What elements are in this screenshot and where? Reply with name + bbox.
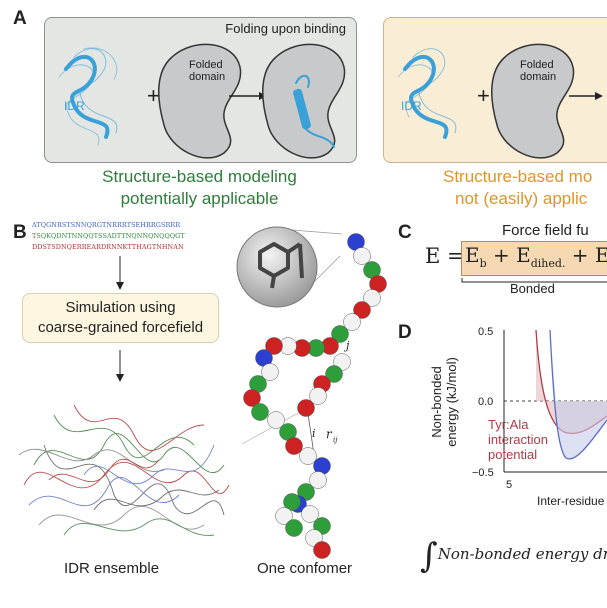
bead	[265, 337, 283, 355]
bead	[353, 301, 371, 319]
series-blue-curve	[549, 329, 607, 460]
rij-label: r	[326, 427, 333, 441]
bead	[299, 447, 317, 465]
bead	[261, 363, 279, 381]
panel-letter-a: A	[13, 8, 27, 29]
bead	[267, 411, 285, 429]
y-tick-0: 0.5	[478, 326, 493, 338]
bead	[243, 389, 261, 407]
magnified-sidechain-icon	[236, 226, 318, 308]
sequence-line-2: TSQKQDNTNNQQTSSADTTNQNNQNQQQGT	[32, 232, 185, 240]
y-tick-2: −0.5	[472, 467, 494, 479]
down-arrow-2-icon	[116, 350, 124, 382]
nonbonded-energy-chart: 0.5 0.0 −0.5 5	[472, 326, 607, 491]
bead	[285, 519, 303, 537]
folded-domain-icon	[158, 43, 242, 159]
x-axis-label: Inter-residue	[537, 494, 605, 508]
simulation-box: Simulation using coarse-grained forcefie…	[22, 293, 219, 343]
sequence-line-3: DDSTSDNQERREARDRNNKTTHAGTNHNAN	[32, 243, 184, 251]
sequence-line-1: ATQGNRSTSNNQRGTNRRRTSEHRRGSRRR	[32, 221, 181, 229]
i-label: i	[312, 427, 316, 440]
integral-expression: ∫Non-bonded energy drij =	[420, 528, 607, 576]
tyrosine-ring-icon	[258, 242, 304, 289]
panel-letter-c: C	[398, 222, 412, 243]
bead	[313, 541, 331, 559]
idr-squiggle-icon	[58, 47, 118, 146]
panel-a-illustration: IDR + Folded domain	[58, 43, 346, 159]
idr-squiggle-2-icon	[397, 48, 457, 139]
panel-a2-illustration: IDR + Folded domain	[397, 43, 603, 159]
energy-symbol: E =	[425, 244, 465, 268]
bonded-bracket-icon	[461, 278, 607, 283]
panel-letter-d: D	[398, 322, 412, 343]
term-eb: E	[465, 243, 480, 267]
one-conformer-label: One confomer	[257, 560, 353, 577]
conformer-image: r ij j i	[236, 226, 387, 559]
caption-not-applicable-line2: not (easily) applic	[455, 189, 588, 208]
bead-chain	[243, 233, 387, 559]
bead	[301, 505, 319, 523]
term-eang: E	[594, 243, 607, 267]
y-tick-1: 0.0	[478, 396, 493, 408]
down-arrow-1-icon	[116, 256, 124, 290]
bead	[363, 289, 381, 307]
idr-ensemble-label: IDR ensemble	[64, 560, 160, 577]
panel-letter-b: B	[13, 222, 27, 243]
interaction-annotation: Tyr:Ala interaction potential	[488, 417, 548, 462]
equation-terms: Eb + Edihed. + Ean	[465, 243, 607, 270]
annot-line1: Tyr:Ala	[488, 417, 529, 432]
idr-ensemble-image	[18, 404, 230, 536]
folded-domain-2-icon	[491, 43, 575, 159]
ylabel-line1: Non-bonded	[429, 366, 444, 438]
annot-line3: potential	[488, 447, 538, 462]
bead	[251, 403, 269, 421]
bead	[325, 365, 343, 383]
bonded-terms-box	[461, 241, 607, 276]
bead	[309, 471, 327, 489]
folded-label-1: Folded	[189, 59, 223, 71]
plus-sign-2: +	[477, 83, 490, 108]
arrow-head-2-icon	[595, 92, 603, 100]
box-title: Folding upon binding	[225, 21, 346, 36]
bead	[275, 507, 293, 525]
bead	[297, 399, 315, 417]
folded-2-label-2: domain	[520, 71, 556, 83]
force-field-title: Force field fu	[502, 222, 589, 239]
bead	[283, 493, 301, 511]
annot-line2: interaction	[488, 432, 548, 447]
bead	[309, 387, 327, 405]
caption-applicable-line2: potentially applicable	[120, 189, 279, 208]
plus-sign: +	[147, 83, 160, 108]
bead	[285, 437, 303, 455]
caption-applicable-line1: Structure-based modeling	[102, 167, 297, 186]
folded-2-label-1: Folded	[520, 59, 554, 71]
x-tick-0: 5	[506, 479, 512, 491]
bound-idr-icon	[293, 74, 335, 148]
idr-label-2: IDR	[401, 99, 422, 113]
bonded-label: Bonded	[510, 281, 555, 296]
term-edihed: E	[516, 243, 531, 267]
rij-sub: ij	[333, 436, 338, 444]
integral-text: Non-bonded energy dr	[437, 545, 607, 563]
simulation-line-2: coarse-grained forcefield	[37, 319, 204, 336]
ylabel-line2: energy (kJ/mol)	[444, 357, 459, 447]
caption-not-applicable-line1: Structure-based mo	[443, 167, 593, 186]
bead	[353, 247, 371, 265]
simulation-line-1: Simulation using	[65, 299, 176, 316]
bead	[331, 325, 349, 343]
folded-label-2: domain	[189, 71, 225, 83]
idr-label: IDR	[64, 99, 85, 113]
bead	[343, 313, 361, 331]
integral-sign-icon: ∫	[420, 536, 438, 576]
j-label: j	[343, 339, 350, 352]
